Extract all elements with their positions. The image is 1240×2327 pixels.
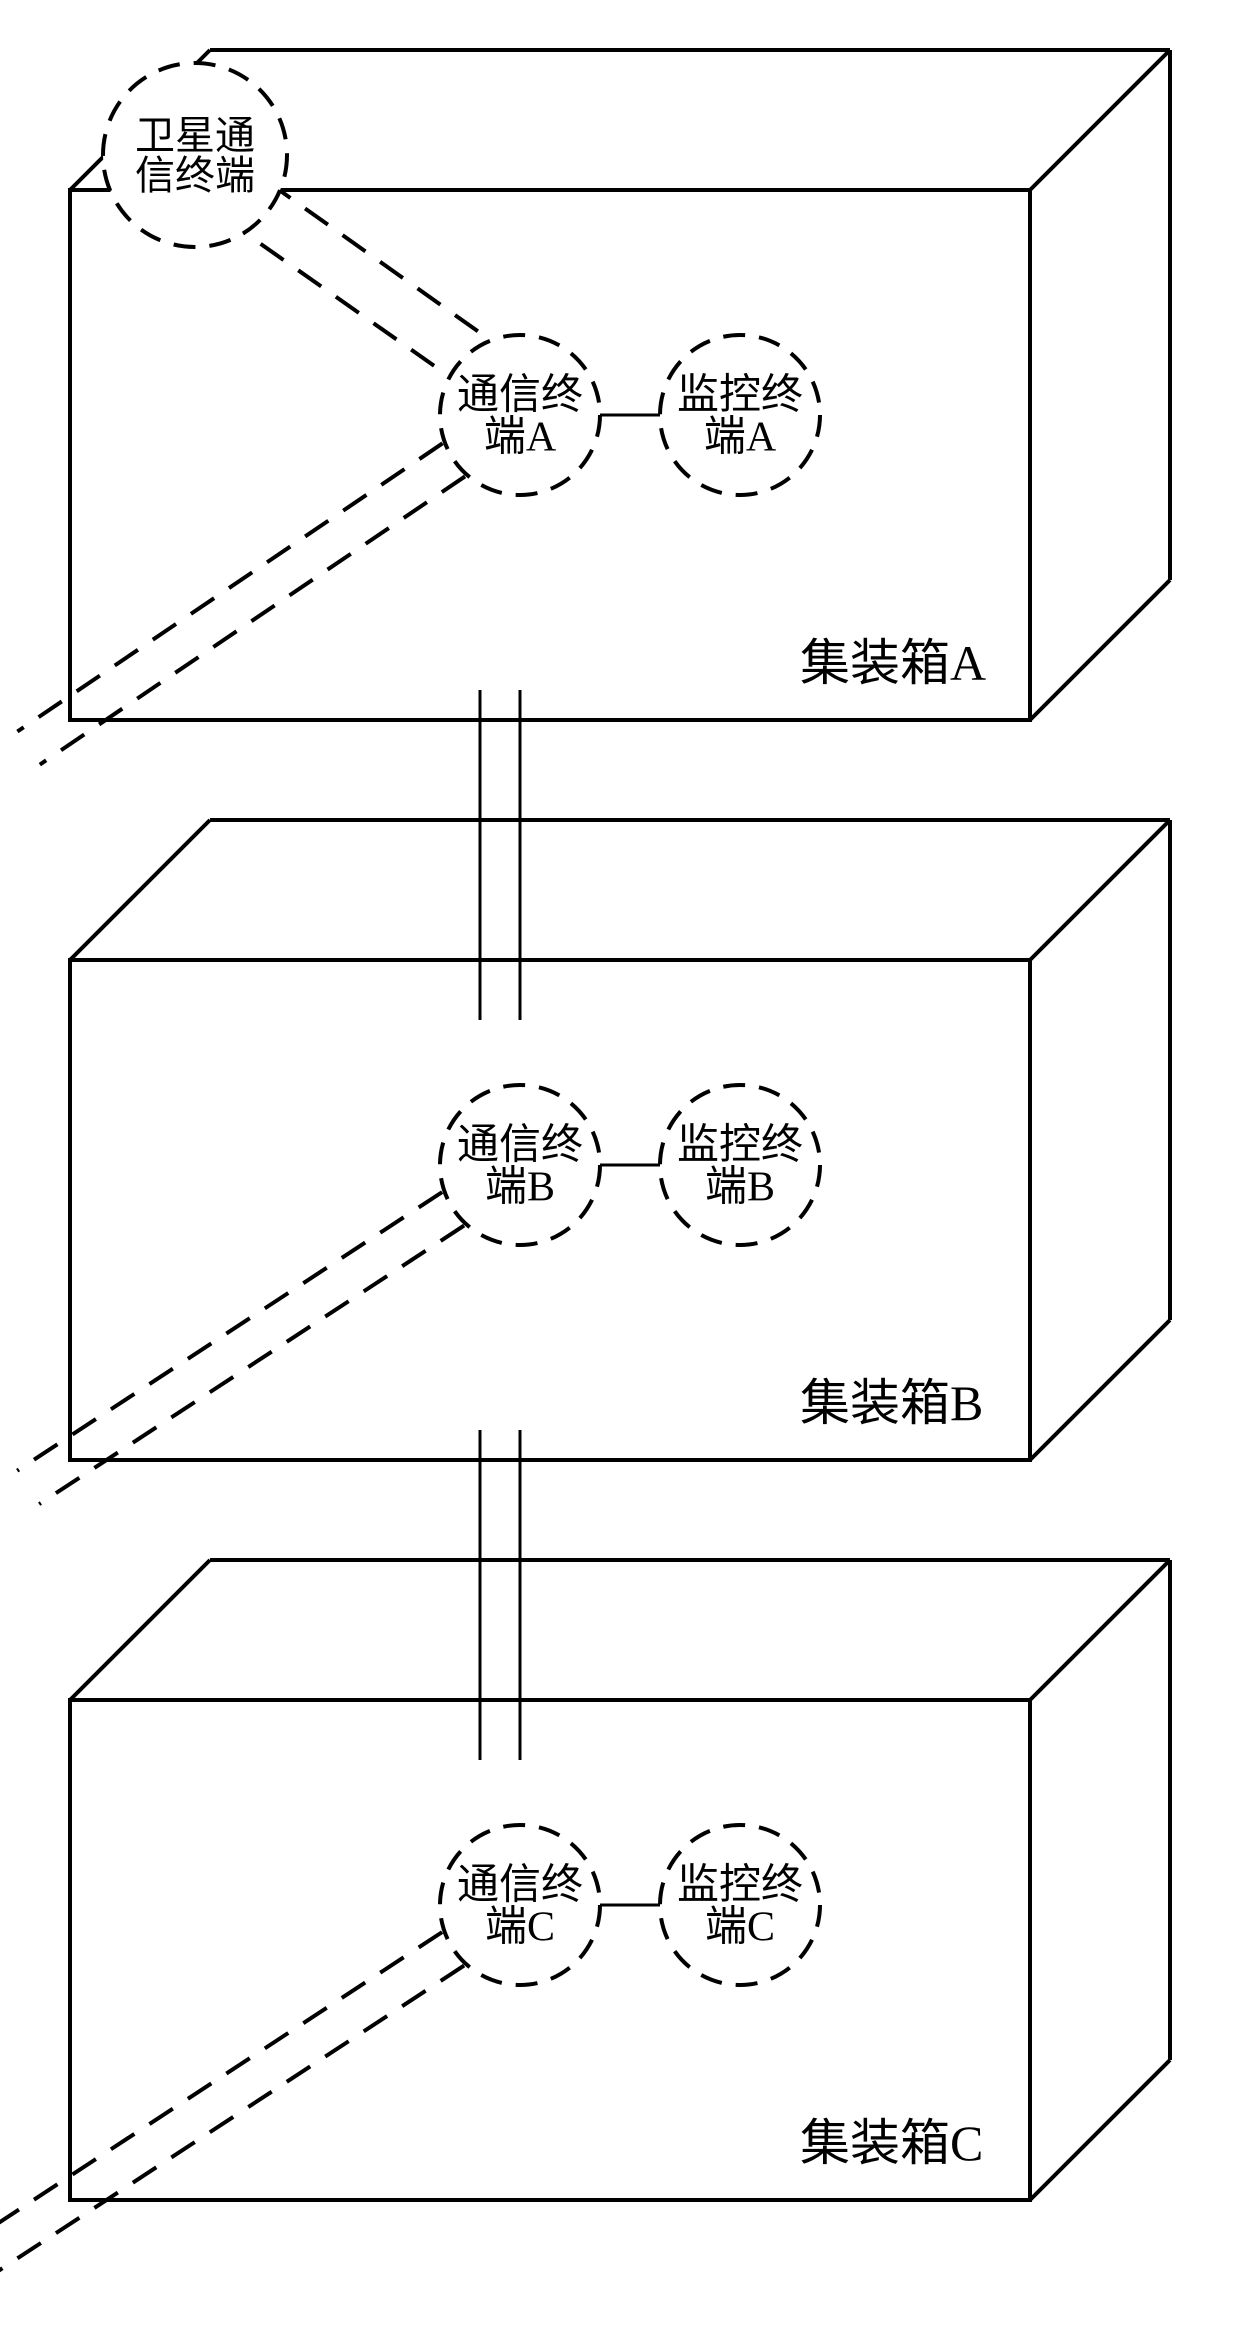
comm-terminal-B: 通信终端B — [440, 1085, 600, 1245]
comm-terminal-C-label2: 端C — [485, 1905, 555, 1951]
mon-terminal-A-label1: 监控终 — [677, 373, 803, 419]
nodes-A: 通信终端A监控终端A卫星通信终端集装箱A — [103, 63, 986, 691]
vertical-connector-A-B — [480, 690, 520, 1020]
comm-terminal-B-label1: 通信终 — [457, 1123, 583, 1169]
comm-terminal-A-label2: 端A — [484, 415, 557, 461]
dashed-commB-to-corner — [17, 1192, 464, 1504]
mon-terminal-C-label1: 监控终 — [677, 1863, 803, 1909]
mon-terminal-B-label2: 端B — [705, 1165, 775, 1211]
comm-terminal-B-label2: 端B — [485, 1165, 555, 1211]
satellite-terminal-label1: 卫星通 — [135, 113, 255, 158]
mon-terminal-C-label2: 端C — [705, 1905, 775, 1951]
nodes-C: 通信终端C监控终端C集装箱C — [440, 1825, 983, 2171]
nodes-B: 通信终端B监控终端B集装箱B — [440, 1085, 983, 1431]
container-C — [70, 1560, 1170, 2200]
container-label-A: 集装箱A — [800, 635, 986, 691]
comm-terminal-C: 通信终端C — [440, 1825, 600, 1985]
mon-terminal-C: 监控终端C — [660, 1825, 820, 1985]
comm-terminal-A-label1: 通信终 — [457, 373, 583, 419]
diagram-stage: 通信终端A监控终端A卫星通信终端集装箱A通信终端B监控终端B集装箱B通信终端C监… — [0, 0, 1240, 2327]
mon-terminal-B: 监控终端B — [660, 1085, 820, 1245]
vertical-connector-B-C — [480, 1430, 520, 1760]
container-label-B: 集装箱B — [800, 1375, 983, 1431]
container-label-C: 集装箱C — [800, 2115, 983, 2171]
comm-terminal-C-label1: 通信终 — [457, 1863, 583, 1909]
mon-terminal-A-label2: 端A — [704, 415, 777, 461]
container-B — [70, 820, 1170, 1460]
satellite-terminal: 卫星通信终端 — [103, 63, 287, 247]
satellite-terminal-label2: 信终端 — [135, 153, 255, 198]
dashed-commA-to-corner — [17, 443, 465, 764]
comm-terminal-A: 通信终端A — [440, 335, 600, 495]
mon-terminal-B-label1: 监控终 — [677, 1123, 803, 1169]
mon-terminal-A: 监控终端A — [660, 335, 820, 495]
